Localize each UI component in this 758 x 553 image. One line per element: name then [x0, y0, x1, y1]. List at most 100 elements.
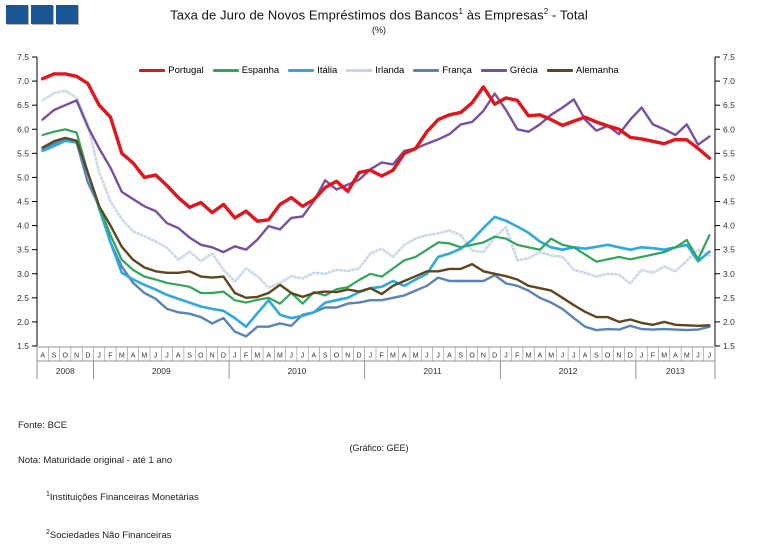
y-tick-label-left: 5.5 [17, 148, 29, 158]
y-tick-label-right: 1.5 [723, 341, 735, 351]
month-label: M [390, 353, 396, 360]
month-label: J [165, 353, 169, 360]
month-label: S [323, 353, 328, 360]
legend-label-grecia: Grécia [509, 65, 538, 76]
month-label: A [538, 353, 543, 360]
footnote-2: 2Sociedades Não Financeiras [18, 527, 199, 542]
month-label: J [708, 353, 712, 360]
gee-logo [6, 5, 78, 24]
legend-swatch-grecia [480, 69, 507, 72]
y-tick-label-left: 4.0 [17, 221, 29, 231]
footnote-1-text: Instituições Financeiras Monetárias [49, 492, 199, 504]
series-line-grecia [41, 92, 711, 254]
month-label: S [187, 353, 192, 360]
y-tick-label-left: 7.5 [17, 52, 29, 62]
y-tick-label-right: 6.0 [723, 124, 735, 134]
month-label: J [301, 353, 305, 360]
chart-notes: Fonte: BCE Nota: Maturidade original - a… [18, 397, 199, 553]
y-tick-label-right: 6.5 [723, 100, 735, 110]
month-label: N [616, 353, 621, 360]
month-label: F [380, 353, 384, 360]
y-tick-label-right: 4.5 [723, 197, 735, 207]
legend-label-portugal: Portugal [168, 65, 204, 76]
legend-swatch-espanha [212, 69, 239, 72]
month-label: A [583, 353, 588, 360]
chart-header: Taxa de Juro de Novos Empréstimos dos Ba… [0, 7, 758, 35]
month-label: J [640, 353, 644, 360]
month-label: J [154, 353, 158, 360]
month-label: M [548, 353, 554, 360]
month-label: J [696, 353, 700, 360]
month-label: D [221, 353, 226, 360]
title-text: às Empresas [463, 7, 544, 23]
series-line-alemanha [41, 136, 711, 327]
grafico-caption: (Gráfico: GEE) [349, 443, 409, 453]
y-tick-label-right: 3.5 [723, 245, 735, 255]
month-label: O [605, 353, 611, 360]
year-label: 2011 [423, 366, 442, 376]
year-label: 2013 [666, 366, 685, 376]
month-label: N [345, 353, 350, 360]
month-label: A [673, 353, 678, 360]
legend-swatch-portugal [139, 68, 166, 73]
logo-square [31, 5, 53, 24]
month-label: N [74, 353, 79, 360]
month-label: J [572, 353, 576, 360]
month-label: O [198, 353, 204, 360]
legend-label-espanha: Espanha [241, 65, 280, 76]
month-label: O [469, 353, 475, 360]
month-label: M [141, 353, 147, 360]
page-title: Taxa de Juro de Novos Empréstimos dos Ba… [0, 7, 758, 22]
month-label: M [526, 353, 532, 360]
rate-line-chart: 1.5 1.5 2.0 2.0 2.5 2.5 3.0 3.0 3.5 3.5 4.0 4.0 4.5 4… [17, 52, 735, 379]
series-line-espanha [41, 128, 711, 305]
year-label: 2009 [152, 366, 171, 376]
month-label: D [85, 353, 90, 360]
y-tick-label-left: 4.5 [17, 197, 29, 207]
legend-label-italia: Itália [317, 65, 338, 76]
logo-square [6, 5, 28, 24]
legend-label-alemanha: Alemanha [575, 65, 619, 76]
year-label: 2008 [56, 366, 75, 376]
legend-swatch-irlanda [346, 69, 373, 72]
y-tick-label-left: 2.0 [17, 317, 29, 327]
chart-legend: Portugal Espanha Itália Irlanda França Grécia… [0, 65, 758, 76]
legend-item-franca: França [413, 65, 472, 76]
month-label: D [357, 353, 362, 360]
month-label: A [131, 353, 136, 360]
y-tick-label-left: 7.0 [17, 76, 29, 86]
note-line: Nota: Maturidade original - até 1 ano [18, 454, 173, 466]
y-tick-label-left: 3.0 [17, 269, 29, 279]
y-tick-label-right: 4.0 [723, 221, 735, 231]
month-label: M [661, 353, 667, 360]
title-text: - Total [548, 7, 588, 23]
legend-label-irlanda: Irlanda [375, 65, 405, 76]
month-label: O [63, 353, 69, 360]
month-label: N [481, 353, 486, 360]
y-tick-label-left: 5.0 [17, 172, 29, 182]
month-label: J [425, 353, 429, 360]
month-label: S [52, 353, 57, 360]
month-label: J [561, 353, 565, 360]
month-label: F [108, 353, 112, 360]
month-label: M [119, 353, 125, 360]
title-text: Taxa de Juro de Novos Empréstimos dos Ba… [170, 7, 459, 23]
month-label: D [492, 353, 497, 360]
y-tick-label-left: 6.0 [17, 124, 29, 134]
month-label: M [277, 353, 283, 360]
month-label: F [515, 353, 519, 360]
series-line-italia [41, 139, 711, 329]
month-label: A [312, 353, 317, 360]
legend-swatch-franca [413, 69, 440, 72]
y-tick-label-right: 3.0 [723, 269, 735, 279]
month-label: J [97, 353, 101, 360]
month-label: D [628, 353, 633, 360]
y-tick-label-right: 5.5 [723, 148, 735, 158]
y-tick-label-left: 6.5 [17, 100, 29, 110]
month-label: A [40, 353, 45, 360]
month-label: N [210, 353, 215, 360]
title-footnote-2: 2 [543, 7, 549, 16]
legend-item-italia: Itália [288, 65, 337, 76]
logo-square [56, 5, 78, 24]
footnote-2-text: Sociedades Não Financeiras [49, 529, 172, 541]
